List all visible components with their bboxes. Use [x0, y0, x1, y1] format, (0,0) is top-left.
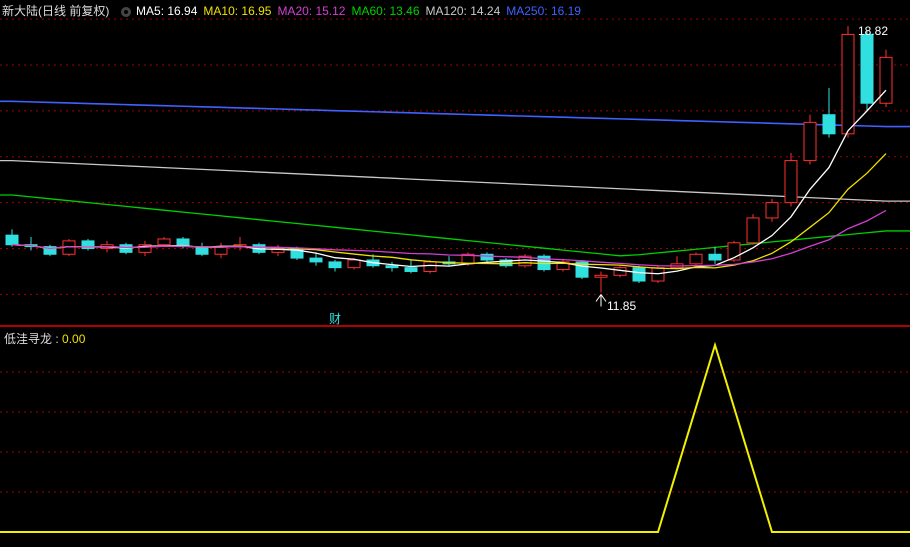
- low-arrow-icon: [596, 295, 606, 307]
- candle-body: [690, 254, 702, 264]
- candle-body: [481, 254, 493, 260]
- candle-body: [785, 161, 797, 203]
- candle-body: [348, 260, 360, 268]
- candle-body: [633, 268, 645, 281]
- candle-body: [823, 115, 835, 134]
- candle-body: [766, 203, 778, 218]
- indicator-line: [0, 345, 910, 532]
- candle-body: [709, 254, 721, 260]
- ma-line-ma250: [0, 101, 910, 126]
- candle-body: [386, 266, 398, 268]
- candle-body: [595, 275, 607, 277]
- ma-line-ma5: [12, 90, 886, 274]
- candle-body: [804, 122, 816, 160]
- candle-body: [329, 262, 341, 268]
- low-price-marker: 11.85: [607, 299, 636, 313]
- candle-body: [6, 235, 18, 245]
- candle-body: [310, 258, 322, 262]
- candle-body: [861, 34, 873, 103]
- candle-body: [842, 34, 854, 133]
- candle-body: [880, 57, 892, 103]
- high-price-marker: 18.82: [858, 24, 888, 38]
- candle-body: [424, 262, 436, 272]
- indicator-chart[interactable]: [0, 327, 910, 547]
- candle-body: [405, 268, 417, 272]
- candle-body: [747, 218, 759, 243]
- candle-body: [158, 239, 170, 245]
- candlestick-chart[interactable]: [0, 0, 910, 325]
- ma-line-ma120: [0, 161, 910, 202]
